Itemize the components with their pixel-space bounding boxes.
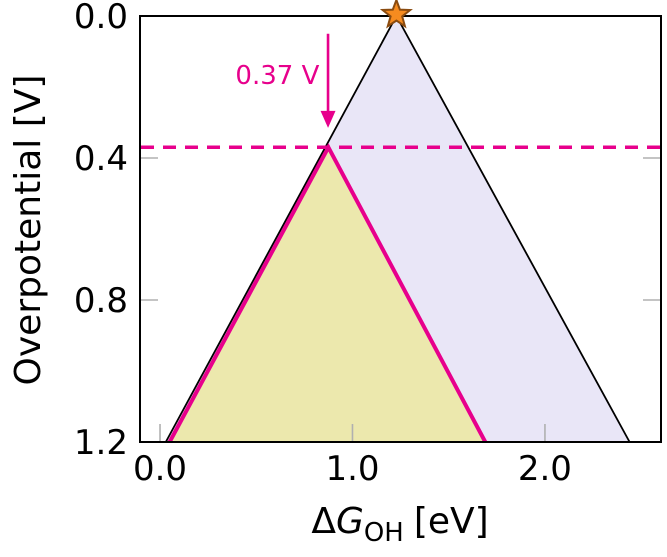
oh-subscript: OH <box>363 518 404 549</box>
x-axis-units: [eV] <box>413 501 489 542</box>
y-tick-label: 0.0 <box>74 0 128 37</box>
y-axis-label: Overpotential [V] <box>8 74 49 386</box>
x-tick-label: 1.0 <box>325 449 379 489</box>
delta-symbol: Δ <box>311 501 336 542</box>
overpotential-annotation: 0.37 V <box>235 61 320 92</box>
annotation-arrow-head <box>320 110 336 128</box>
gibbs-energy-symbol: G <box>335 501 364 542</box>
x-tick-label: 0.0 <box>133 449 187 489</box>
optimum-star-marker <box>379 0 413 29</box>
y-tick-label: 0.8 <box>74 281 128 321</box>
x-axis-label: ΔGOH [eV] <box>200 501 600 551</box>
volcano-inner-line <box>167 143 488 443</box>
y-tick-label: 0.4 <box>74 139 128 179</box>
volcano-inner-area <box>169 147 486 443</box>
x-tick-label: 2.0 <box>518 449 572 489</box>
y-tick-label: 1.2 <box>74 423 128 463</box>
